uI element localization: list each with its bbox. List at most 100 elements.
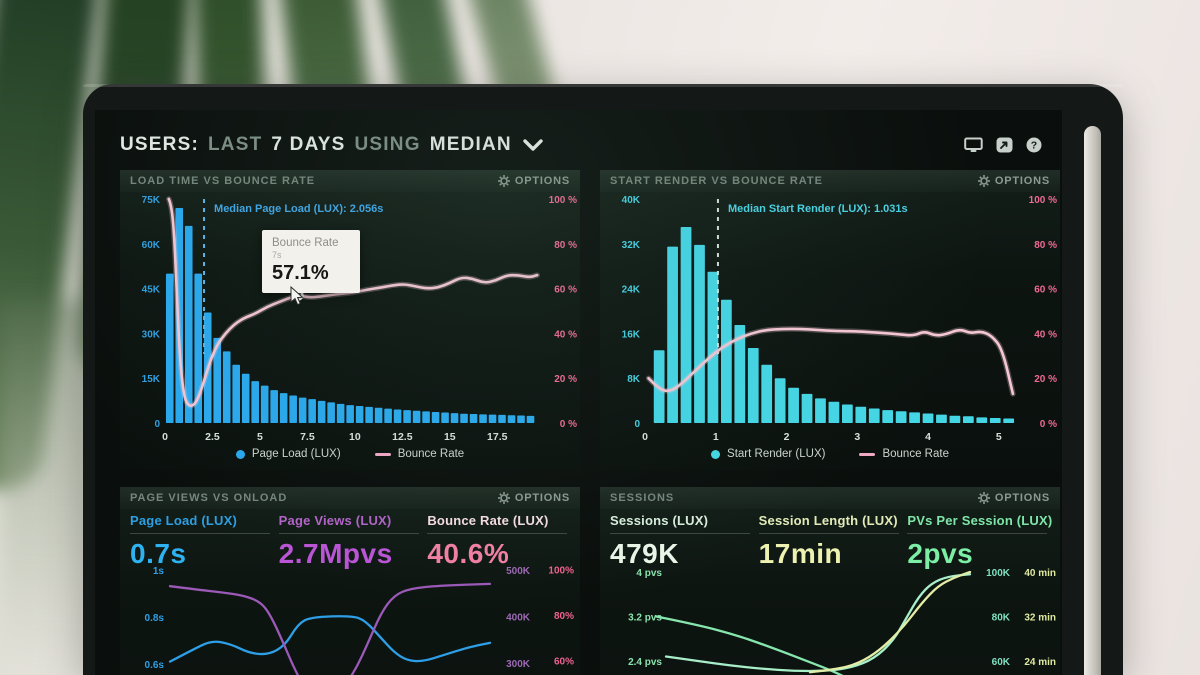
options-label: OPTIONS bbox=[514, 175, 570, 187]
options-label: OPTIONS bbox=[514, 492, 570, 504]
svg-text:4: 4 bbox=[925, 431, 931, 443]
svg-text:0 %: 0 % bbox=[560, 419, 577, 430]
panel-title: PAGE VIEWS VS ONLOAD bbox=[130, 492, 288, 504]
svg-text:32K: 32K bbox=[622, 240, 641, 251]
svg-text:60 %: 60 % bbox=[554, 285, 577, 296]
svg-text:Median Page Load (LUX): 2.056s: Median Page Load (LUX): 2.056s bbox=[214, 203, 383, 215]
svg-text:0: 0 bbox=[634, 419, 640, 430]
legend-start-render[interactable]: Start Render (LUX) bbox=[711, 448, 825, 460]
svg-text:0.8s: 0.8s bbox=[145, 613, 165, 624]
svg-text:17.5: 17.5 bbox=[487, 431, 508, 443]
title-part-range: 7 DAYS bbox=[271, 134, 346, 155]
options-label: OPTIONS bbox=[994, 175, 1050, 187]
svg-text:75K: 75K bbox=[142, 195, 161, 206]
metric-label: PVs Per Session (LUX) bbox=[907, 513, 1053, 528]
metric-pvs-per-session: PVs Per Session (LUX) 2pvs bbox=[907, 513, 1056, 570]
help-icon[interactable]: ? bbox=[1026, 137, 1042, 153]
svg-text:500K: 500K bbox=[506, 566, 531, 577]
svg-text:32 min: 32 min bbox=[1024, 613, 1056, 624]
svg-text:0: 0 bbox=[154, 419, 160, 430]
page-views-onload-chart[interactable]: 1s 0.8s 0.6s 500K 400K 300K 100% 80% 60% bbox=[120, 562, 580, 675]
metric-label: Bounce Rate (LUX) bbox=[427, 513, 549, 528]
chart-legend: Page Load (LUX) Bounce Rate bbox=[120, 448, 580, 460]
options-button[interactable]: OPTIONS bbox=[497, 492, 570, 504]
svg-text:400K: 400K bbox=[506, 612, 531, 623]
share-icon[interactable] bbox=[996, 137, 1013, 153]
svg-text:100 %: 100 % bbox=[549, 195, 577, 206]
svg-text:24K: 24K bbox=[622, 285, 641, 296]
svg-text:0: 0 bbox=[162, 431, 168, 443]
svg-text:2.4 pvs: 2.4 pvs bbox=[628, 657, 662, 668]
svg-text:0: 0 bbox=[642, 431, 648, 443]
svg-text:5: 5 bbox=[257, 431, 263, 443]
start-render-histogram[interactable]: 40K 32K 24K 16K 8K 0 100 % 80 % 60 % 40 % 20 % 0 % 0… bbox=[600, 192, 1060, 470]
options-button[interactable]: OPTIONS bbox=[497, 175, 570, 187]
svg-text:100K: 100K bbox=[986, 568, 1011, 579]
panel-header: SESSIONS OPTIONS bbox=[600, 487, 1060, 509]
panel-header: PAGE VIEWS VS ONLOAD OPTIONS bbox=[120, 487, 580, 509]
metric-label: Session Length (LUX) bbox=[758, 513, 898, 528]
title-part-last: LAST bbox=[208, 134, 263, 155]
gear-icon bbox=[977, 492, 990, 504]
svg-text:1: 1 bbox=[713, 431, 719, 443]
display-icon[interactable] bbox=[964, 137, 983, 153]
hover-tooltip: Bounce Rate 7s 57.1% bbox=[262, 230, 360, 293]
svg-text:Median Start Render (LUX): 1.0: Median Start Render (LUX): 1.031s bbox=[728, 203, 908, 215]
metric-value: 0.7s bbox=[130, 538, 187, 569]
svg-text:40 %: 40 % bbox=[1034, 329, 1057, 340]
options-button[interactable]: OPTIONS bbox=[977, 492, 1050, 504]
svg-text:100%: 100% bbox=[548, 566, 574, 577]
gear-icon bbox=[977, 175, 990, 187]
svg-text:20 %: 20 % bbox=[554, 374, 577, 385]
metric-value: 40.6% bbox=[427, 538, 510, 569]
legend-bounce-rate[interactable]: Bounce Rate bbox=[374, 448, 464, 460]
svg-text:40 min: 40 min bbox=[1024, 568, 1056, 579]
sessions-chart[interactable]: 4 pvs 3.2 pvs 2.4 pvs 100K 80K 60K 40 min 32 mi… bbox=[600, 562, 1060, 675]
chart-legend: Start Render (LUX) Bounce Rate bbox=[600, 448, 1060, 460]
svg-text:80 %: 80 % bbox=[1034, 240, 1057, 251]
svg-text:80K: 80K bbox=[992, 612, 1011, 623]
svg-text:7.5: 7.5 bbox=[300, 431, 315, 443]
svg-text:60K: 60K bbox=[142, 240, 161, 251]
svg-text:15: 15 bbox=[444, 431, 456, 443]
svg-text:300K: 300K bbox=[506, 659, 531, 670]
laptop-edge bbox=[1084, 126, 1101, 675]
metric-page-views: Page Views (LUX) 2.7Mpvs bbox=[278, 513, 428, 570]
svg-text:12.5: 12.5 bbox=[392, 431, 413, 443]
metric-sessions: Sessions (LUX) 479K bbox=[610, 513, 759, 570]
metric-page-load: Page Load (LUX) 0.7s bbox=[130, 513, 279, 570]
mouse-cursor-icon bbox=[289, 285, 305, 311]
legend-page-load[interactable]: Page Load (LUX) bbox=[235, 448, 341, 460]
svg-text:15K: 15K bbox=[142, 374, 161, 385]
plant-leaf-fade bbox=[0, 300, 95, 675]
chevron-down-icon[interactable] bbox=[523, 138, 543, 152]
svg-text:100 %: 100 % bbox=[1029, 195, 1057, 206]
svg-text:40 %: 40 % bbox=[554, 329, 577, 340]
metric-session-length: Session Length (LUX) 17min bbox=[758, 513, 908, 570]
dashboard-titlebar: USERS: LAST 7 DAYS USING MEDIAN ? bbox=[120, 130, 1042, 160]
load-time-histogram[interactable]: 75K 60K 45K 30K 15K 0 100 % 80 % 60 % 40 % 20 % 0 %… bbox=[120, 192, 580, 470]
panel-load-time-vs-bounce-rate: LOAD TIME VS BOUNCE RATE OPTIONS 75K 60K 4… bbox=[120, 170, 580, 470]
metric-value: 479K bbox=[610, 538, 679, 569]
gear-icon bbox=[497, 175, 510, 187]
svg-text:0.6s: 0.6s bbox=[145, 660, 165, 671]
legend-bounce-rate[interactable]: Bounce Rate bbox=[859, 448, 949, 460]
metric-label: Sessions (LUX) bbox=[610, 513, 709, 528]
svg-text:8K: 8K bbox=[627, 374, 641, 385]
svg-text:80%: 80% bbox=[554, 611, 574, 622]
dashboard-screen: USERS: LAST 7 DAYS USING MEDIAN ? bbox=[95, 110, 1062, 675]
svg-text:4 pvs: 4 pvs bbox=[636, 568, 662, 579]
options-label: OPTIONS bbox=[994, 492, 1050, 504]
panel-title: LOAD TIME VS BOUNCE RATE bbox=[130, 175, 316, 187]
metric-strip: Page Load (LUX) 0.7s Page Views (LUX) 2.… bbox=[130, 513, 576, 570]
svg-text:10: 10 bbox=[349, 431, 361, 443]
panel-title: START RENDER VS BOUNCE RATE bbox=[610, 175, 823, 187]
panel-start-render-vs-bounce-rate: START RENDER VS BOUNCE RATE OPTIONS 40K 3… bbox=[600, 170, 1060, 470]
options-button[interactable]: OPTIONS bbox=[977, 175, 1050, 187]
svg-text:3: 3 bbox=[854, 431, 860, 443]
metric-strip: Sessions (LUX) 479K Session Length (LUX)… bbox=[610, 513, 1056, 570]
metric-label: Page Load (LUX) bbox=[130, 513, 238, 528]
tooltip-title: Bounce Rate bbox=[272, 237, 339, 249]
panel-title: SESSIONS bbox=[610, 492, 675, 504]
svg-text:24 min: 24 min bbox=[1024, 657, 1056, 668]
